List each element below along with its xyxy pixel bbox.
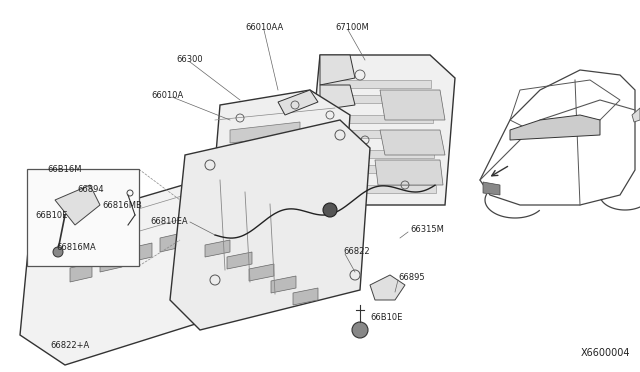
Polygon shape <box>249 264 274 281</box>
Text: 66B16M: 66B16M <box>47 166 81 174</box>
Polygon shape <box>337 165 435 173</box>
Text: 66300: 66300 <box>177 55 204 64</box>
Polygon shape <box>205 240 230 257</box>
Text: 66B10E: 66B10E <box>370 314 403 323</box>
Polygon shape <box>375 160 443 185</box>
Polygon shape <box>70 263 92 282</box>
Text: 66010A: 66010A <box>152 90 184 99</box>
Polygon shape <box>339 185 436 193</box>
Polygon shape <box>329 115 433 123</box>
Polygon shape <box>230 122 300 143</box>
Polygon shape <box>227 252 252 269</box>
Circle shape <box>323 203 337 217</box>
Circle shape <box>53 247 63 257</box>
Polygon shape <box>380 130 445 155</box>
Text: 66315M: 66315M <box>410 225 444 234</box>
Polygon shape <box>632 108 640 122</box>
Polygon shape <box>510 115 600 140</box>
Polygon shape <box>100 253 122 272</box>
Circle shape <box>352 322 368 338</box>
Text: 66895: 66895 <box>398 273 424 282</box>
Text: 66B10E: 66B10E <box>35 211 67 219</box>
Text: 66894: 66894 <box>77 186 104 195</box>
Text: 66010AA: 66010AA <box>245 23 283 32</box>
Polygon shape <box>334 150 435 158</box>
Polygon shape <box>324 80 431 88</box>
Polygon shape <box>55 185 100 225</box>
Polygon shape <box>326 95 432 103</box>
Polygon shape <box>332 130 433 138</box>
Polygon shape <box>236 198 306 219</box>
Text: 67100M: 67100M <box>335 23 369 32</box>
Polygon shape <box>130 243 152 262</box>
Polygon shape <box>20 180 250 365</box>
Polygon shape <box>293 288 318 305</box>
Polygon shape <box>380 90 445 120</box>
Text: 66816MB: 66816MB <box>102 201 142 209</box>
Polygon shape <box>208 90 350 275</box>
Polygon shape <box>190 223 212 242</box>
Polygon shape <box>308 55 455 205</box>
Polygon shape <box>170 120 370 330</box>
Text: 66822+A: 66822+A <box>50 340 89 350</box>
Text: 66810EA: 66810EA <box>150 218 188 227</box>
Text: X6600004: X6600004 <box>580 348 630 358</box>
Polygon shape <box>160 233 182 252</box>
Polygon shape <box>370 275 405 300</box>
Text: 66816MA: 66816MA <box>56 244 96 253</box>
Polygon shape <box>483 182 500 195</box>
Polygon shape <box>233 160 303 181</box>
Polygon shape <box>320 85 355 110</box>
Polygon shape <box>320 55 355 85</box>
FancyBboxPatch shape <box>27 169 139 266</box>
Polygon shape <box>278 90 318 115</box>
Polygon shape <box>271 276 296 293</box>
Text: 66822: 66822 <box>343 247 370 257</box>
